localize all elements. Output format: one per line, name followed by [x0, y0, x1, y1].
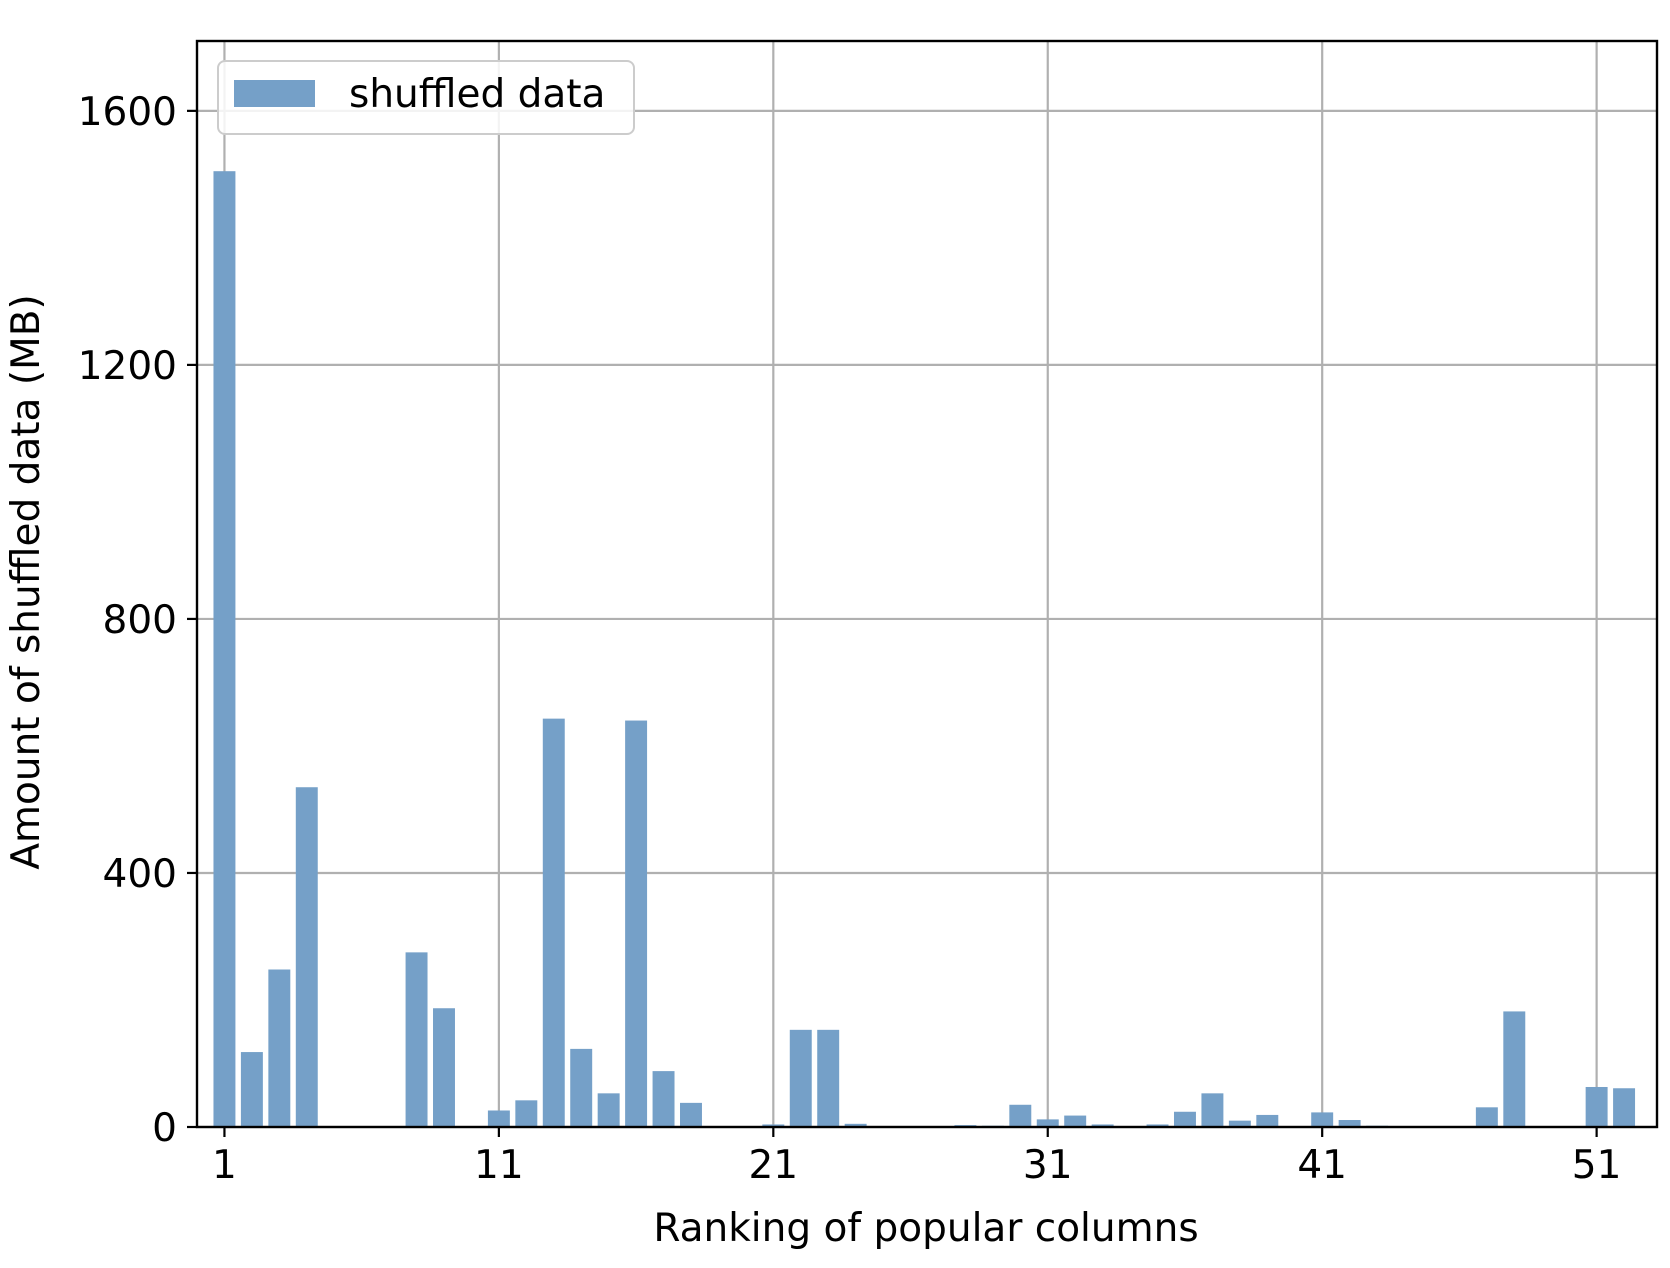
bar [1585, 1086, 1608, 1127]
bar [240, 1052, 263, 1127]
x-tick-label: 11 [474, 1143, 524, 1188]
bar [1201, 1093, 1224, 1127]
y-tick-label: 0 [152, 1106, 177, 1151]
bar [1009, 1104, 1032, 1127]
bar [1475, 1107, 1498, 1127]
bar [515, 1100, 538, 1127]
bar [652, 1071, 675, 1127]
bar [487, 1110, 510, 1127]
bar [597, 1093, 620, 1127]
bar [817, 1029, 840, 1127]
bar [213, 171, 236, 1127]
bar [405, 952, 428, 1127]
y-tick-label: 1200 [78, 344, 177, 389]
bar [789, 1029, 812, 1127]
x-tick-label: 31 [1023, 1143, 1073, 1188]
bar [1228, 1120, 1251, 1127]
y-tick-label: 800 [103, 598, 177, 643]
x-tick-label: 1 [212, 1143, 237, 1188]
bar [433, 1008, 455, 1127]
bar [1338, 1120, 1361, 1127]
x-tick-label: 21 [748, 1143, 798, 1188]
x-axis-label: Ranking of popular columns [653, 1206, 1198, 1251]
plot-frame [195, 39, 1659, 1129]
bar [762, 1124, 785, 1127]
bar [295, 787, 318, 1127]
legend-swatch [234, 80, 315, 107]
bar [1256, 1114, 1279, 1127]
bar [1503, 1011, 1526, 1127]
bar [1064, 1115, 1087, 1127]
y-tick-label: 400 [103, 852, 177, 897]
bar [542, 718, 565, 1127]
bar [1091, 1124, 1114, 1127]
bar [1036, 1119, 1059, 1127]
grid [197, 41, 1657, 1129]
bar [570, 1048, 593, 1127]
bar [1146, 1124, 1169, 1127]
bars [213, 171, 1636, 1127]
x-tick-label: 51 [1572, 1143, 1622, 1188]
y-axis-label: Amount of shuffled data (MB) [4, 294, 49, 869]
bar [1311, 1112, 1334, 1127]
bar [268, 969, 291, 1127]
y-tick-label: 1600 [78, 90, 177, 135]
legend-label: shuffled data [349, 72, 605, 117]
legend-box [217, 60, 635, 135]
axes [187, 39, 1659, 1137]
x-tick-label: 41 [1297, 1143, 1347, 1188]
legend: shuffled data [217, 60, 635, 135]
bar [680, 1102, 702, 1127]
bar [625, 720, 648, 1127]
bar [844, 1123, 867, 1127]
bar [1613, 1088, 1636, 1127]
bar [1173, 1111, 1196, 1127]
